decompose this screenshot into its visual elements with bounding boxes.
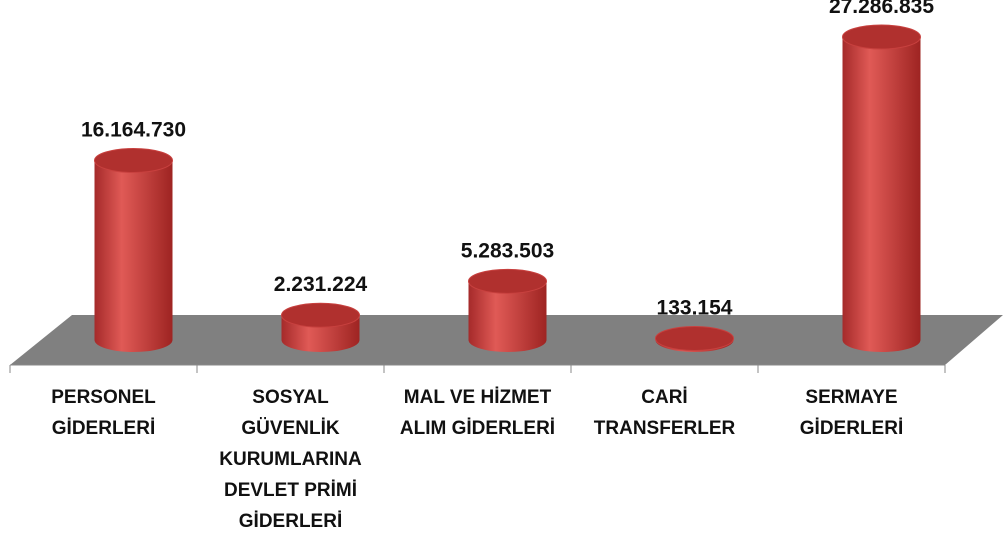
bar <box>655 326 734 352</box>
bar-top <box>281 302 360 328</box>
value-label: 133.154 <box>657 297 733 320</box>
bar <box>842 24 921 352</box>
bar-body <box>468 281 547 352</box>
bar <box>94 148 173 352</box>
bar-top <box>94 148 173 174</box>
x-tick-label: SERMAYE GİDERLERİ <box>799 387 904 439</box>
bar-top <box>468 268 547 294</box>
x-tick-label: SOSYAL GÜVENLİK KURUMLARINA DEVLET PRİMİ… <box>219 387 362 532</box>
x-tick-label: MAL VE HİZMET ALIM GİDERLERİ <box>399 387 556 439</box>
x-tick-label: CARİ TRANSFERLER <box>593 387 736 439</box>
bar-body <box>842 37 921 352</box>
x-tick-label: PERSONEL GİDERLERİ <box>51 387 156 439</box>
value-label: 27.286.835 <box>829 0 934 18</box>
value-label: 16.164.730 <box>81 119 186 142</box>
bar <box>468 268 547 352</box>
bar-top <box>655 326 734 352</box>
bar <box>281 302 360 352</box>
value-label: 2.231.224 <box>274 273 368 296</box>
bar-body <box>94 160 173 352</box>
bar-top <box>842 24 921 50</box>
value-label: 5.283.503 <box>461 239 554 262</box>
